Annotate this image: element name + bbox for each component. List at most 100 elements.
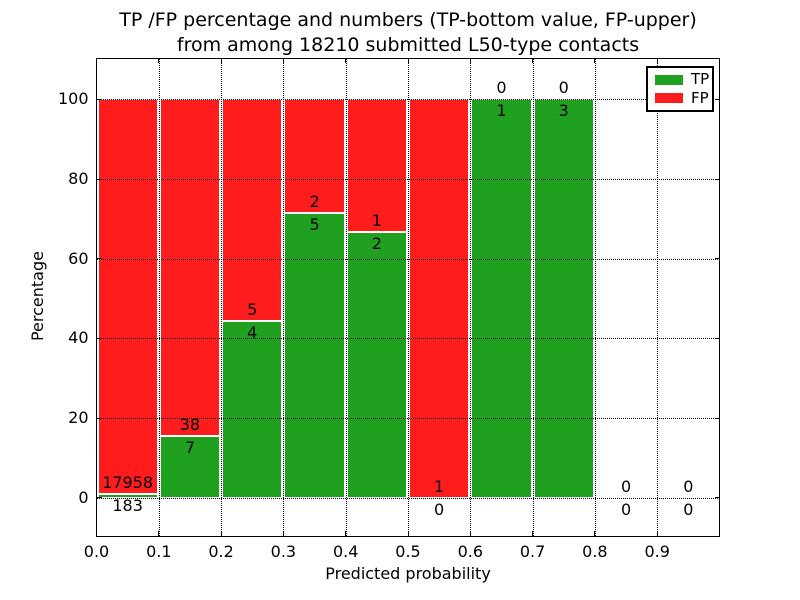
bar-segment-tp [533, 99, 594, 498]
x-tick-top [96, 58, 97, 63]
x-tick-bottom [594, 531, 596, 536]
bar-segment-fp [222, 99, 283, 321]
gridline-x-0.3 [283, 58, 285, 536]
value-label-fp: 1 [371, 211, 382, 231]
x-tick-top [407, 58, 409, 63]
x-tick-label: 0.4 [332, 542, 359, 561]
bar-segment-tp [346, 232, 407, 498]
y-tick-right [714, 98, 720, 100]
x-tick-label: 0.3 [270, 542, 297, 561]
value-label-fp: 0 [496, 78, 507, 98]
value-label-fp: 38 [179, 414, 201, 434]
gridline-x-0.9 [657, 58, 659, 536]
legend-label-fp: FP [691, 88, 709, 107]
x-tick-top [656, 58, 658, 63]
x-tick-bottom [158, 531, 160, 536]
value-label-tp: 183 [112, 495, 143, 515]
gridline-x-0.5 [408, 58, 409, 536]
value-label-tp: 7 [184, 437, 196, 457]
x-tick-label: 0.2 [208, 542, 234, 561]
x-tick-bottom [469, 531, 471, 536]
gridline-x-0.6 [470, 58, 472, 536]
gridline-x-0.7 [532, 58, 534, 536]
bar-segment-fp [97, 99, 158, 494]
value-label-tp: 1 [496, 101, 507, 121]
y-tick-label: 80 [68, 169, 89, 189]
value-label-fp: 5 [247, 299, 258, 319]
x-tick-top [158, 58, 160, 63]
bar-segment-fp [346, 99, 407, 233]
y-tick-right [714, 417, 720, 419]
gridline-x-0.2 [221, 58, 223, 536]
y-tick-left [96, 497, 102, 499]
bar-segment-fp [409, 99, 470, 498]
x-tick-bottom [282, 531, 284, 536]
x-tick-bottom [345, 531, 347, 536]
x-tick-label: 0.7 [519, 542, 546, 561]
bar-segment-fp [159, 99, 221, 436]
y-tick-left [96, 417, 102, 419]
value-label-fp: 2 [309, 192, 320, 212]
value-label-fp: 1 [434, 476, 445, 496]
x-tick-top [532, 58, 534, 63]
value-label-tp: 0 [620, 499, 632, 519]
legend-entry-tp: TP [655, 72, 709, 87]
x-tick-label: 0.6 [457, 542, 484, 561]
value-label-fp: 0 [558, 78, 569, 98]
x-tick-top [469, 58, 471, 63]
legend-swatch-tp [655, 74, 683, 85]
value-label-tp: 3 [558, 101, 569, 121]
value-label-tp: 2 [371, 234, 382, 254]
x-tick-top [594, 58, 596, 63]
x-tick-label: 0.1 [146, 542, 172, 561]
x-tick-top [282, 58, 284, 63]
y-tick-right [714, 497, 720, 499]
value-label-fp: 17958 [102, 472, 154, 492]
y-tick-label: 20 [68, 408, 89, 428]
bar-segment-tp [97, 493, 158, 498]
bar-segment-tp [284, 213, 345, 498]
y-tick-left [96, 258, 102, 260]
y-tick-label: 40 [68, 328, 89, 348]
x-tick-bottom [96, 531, 97, 536]
x-tick-label: 0.5 [395, 542, 421, 561]
value-label-tp: 0 [434, 499, 445, 519]
value-label-fp: 0 [683, 476, 694, 496]
value-label-tp: 0 [683, 499, 694, 519]
y-tick-right [714, 258, 720, 260]
value-label-fp: 0 [620, 476, 632, 496]
y-axis-label: Percentage [28, 251, 47, 342]
y-tick-label: 60 [68, 248, 89, 268]
x-tick-bottom [407, 531, 409, 536]
x-tick-top [220, 58, 222, 63]
bar-segment-tp [471, 99, 532, 498]
y-tick-label: 0 [78, 487, 89, 507]
legend-entry-fp: FP [655, 90, 709, 106]
x-axis-label: Predicted probability [325, 564, 491, 583]
y-tick-right [714, 178, 720, 180]
bar-segment-tp [222, 320, 283, 498]
y-tick-left [96, 98, 102, 100]
gridline-x-0.1 [158, 58, 160, 536]
legend-swatch-fp [655, 93, 683, 104]
gridline-x-0.4 [345, 58, 347, 536]
legend-label-tp: TP [691, 70, 710, 89]
gridline-x-0.8 [594, 58, 596, 536]
chart-title: TP /FP percentage and numbers (TP-bottom… [96, 8, 720, 58]
y-tick-left [96, 178, 102, 180]
x-tick-label: 0.0 [83, 542, 110, 561]
x-tick-bottom [656, 531, 658, 536]
bar-segment-tp [159, 435, 221, 498]
bar-segment-fp [284, 99, 345, 214]
chart-title-line1: TP /FP percentage and numbers (TP-bottom… [119, 9, 697, 31]
x-tick-label: 0.8 [582, 542, 608, 561]
y-tick-label: 100 [57, 89, 89, 109]
x-tick-top [345, 58, 347, 63]
y-tick-right [714, 337, 720, 339]
x-tick-label: 0.9 [644, 542, 670, 561]
chart-title-line2: from among 18210 submitted L50-type cont… [176, 34, 640, 56]
y-tick-left [96, 337, 102, 339]
x-tick-bottom [220, 531, 222, 536]
value-label-tp: 4 [247, 322, 258, 342]
